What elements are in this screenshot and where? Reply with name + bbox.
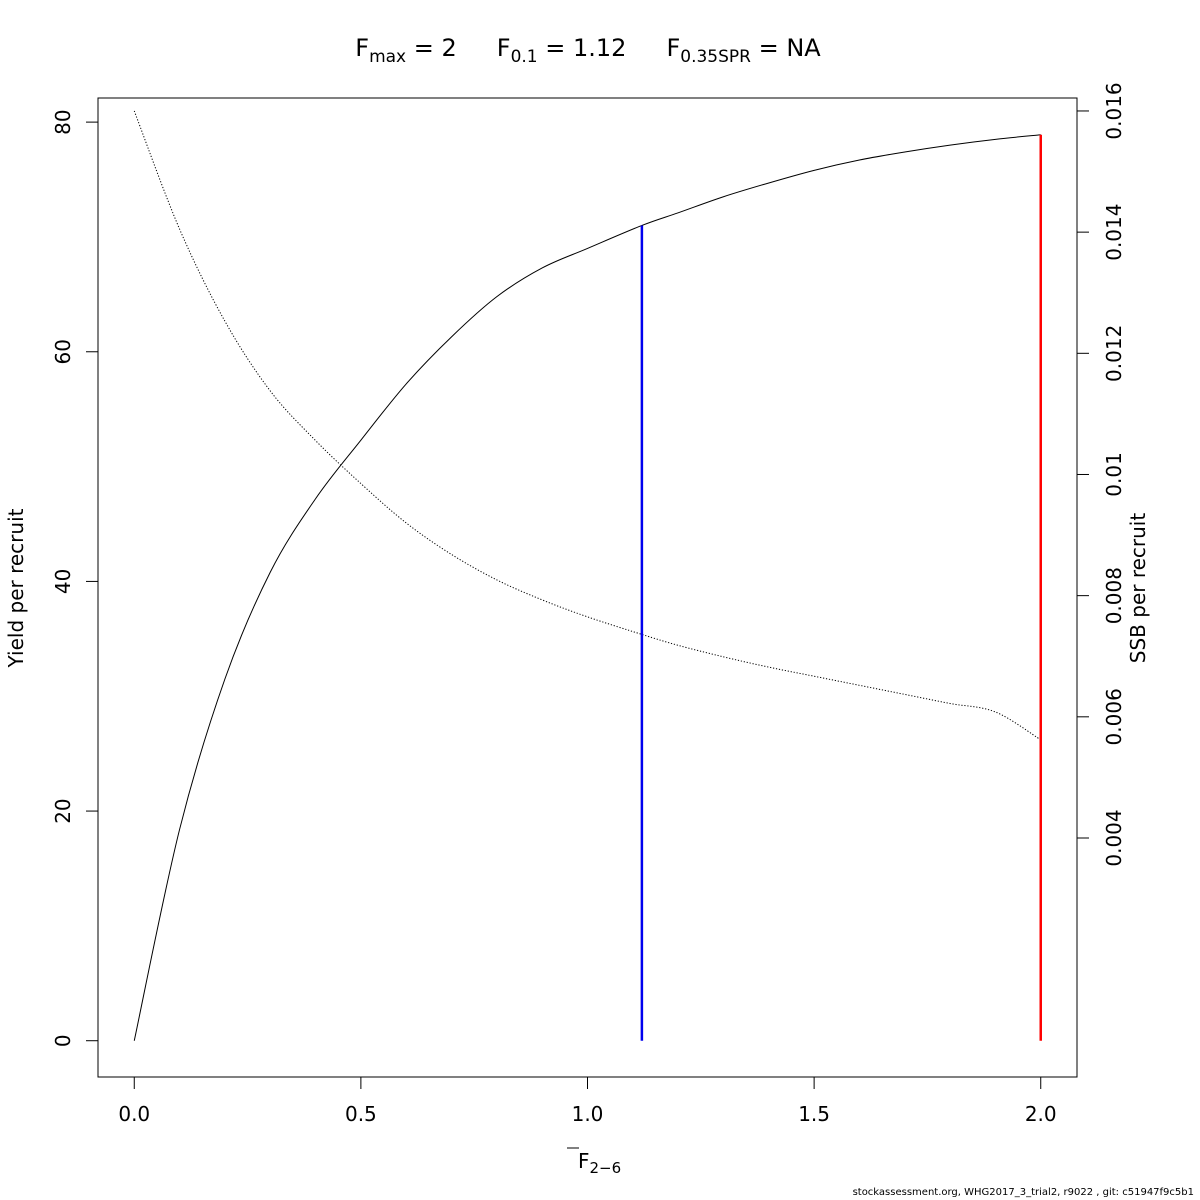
- reference-lines: [640, 134, 1042, 1041]
- y-tick-label: 40: [51, 569, 75, 594]
- y-tick-label: 0: [51, 1034, 75, 1047]
- x-tick-label: 1.0: [572, 1102, 604, 1126]
- y2-tick-label: 0.012: [1102, 325, 1126, 382]
- fmax-label: F: [355, 34, 369, 62]
- y2-tick-label: 0.014: [1102, 204, 1126, 261]
- x-tick-label: 0.5: [345, 1102, 377, 1126]
- y-tick-label: 20: [51, 798, 75, 823]
- y-axis-label: Yield per recruit: [4, 508, 28, 668]
- fspr-subscript: 0.35SPR: [680, 47, 751, 67]
- y2-axis-label: SSB per recruit: [1126, 513, 1150, 664]
- y2-tick-label: 0.01: [1102, 452, 1126, 497]
- footer-credit: stockassessment.org, WHG2017_3_trial2, r…: [852, 1187, 1194, 1198]
- x-tick-label: 0.0: [118, 1102, 150, 1126]
- y2-tick-label: 0.004: [1102, 809, 1126, 866]
- x-axis: 0.0 0.5 1.0 1.5 2.0: [118, 1076, 1057, 1126]
- y2-axis: 0.004 0.006 0.008 0.01 0.012 0.014 0.016: [1076, 82, 1126, 867]
- f01-subscript: 0.1: [511, 47, 538, 67]
- ssb-per-recruit-line: [133, 110, 1042, 741]
- y2-tick-label: 0.006: [1102, 688, 1126, 745]
- y2-tick-label: 0.008: [1102, 567, 1126, 624]
- y2-tick-label: 0.016: [1102, 82, 1126, 139]
- x-tick-label: 1.5: [798, 1102, 830, 1126]
- chart-title: Fmax = 2 F0.1 = 1.12 F0.35SPR = NA: [355, 34, 821, 67]
- fmax-subscript: max: [369, 47, 406, 67]
- f01-value: = 1.12: [538, 34, 627, 62]
- x-axis-label: F2−6: [578, 1149, 621, 1177]
- x-tick-label: 2.0: [1025, 1102, 1057, 1126]
- y-tick-label: 80: [51, 109, 75, 134]
- plot-frame: [97, 97, 1078, 1078]
- f01-label: F: [497, 34, 511, 62]
- fspr-label: F: [666, 34, 680, 62]
- y-axis: 0 20 40 60 80: [51, 109, 99, 1047]
- yield-per-recruit-line: [133, 134, 1041, 1041]
- fspr-value: = NA: [751, 34, 821, 62]
- series-layer: [133, 110, 1042, 1041]
- y-tick-label: 60: [51, 339, 75, 364]
- fmax-value: = 2: [406, 34, 457, 62]
